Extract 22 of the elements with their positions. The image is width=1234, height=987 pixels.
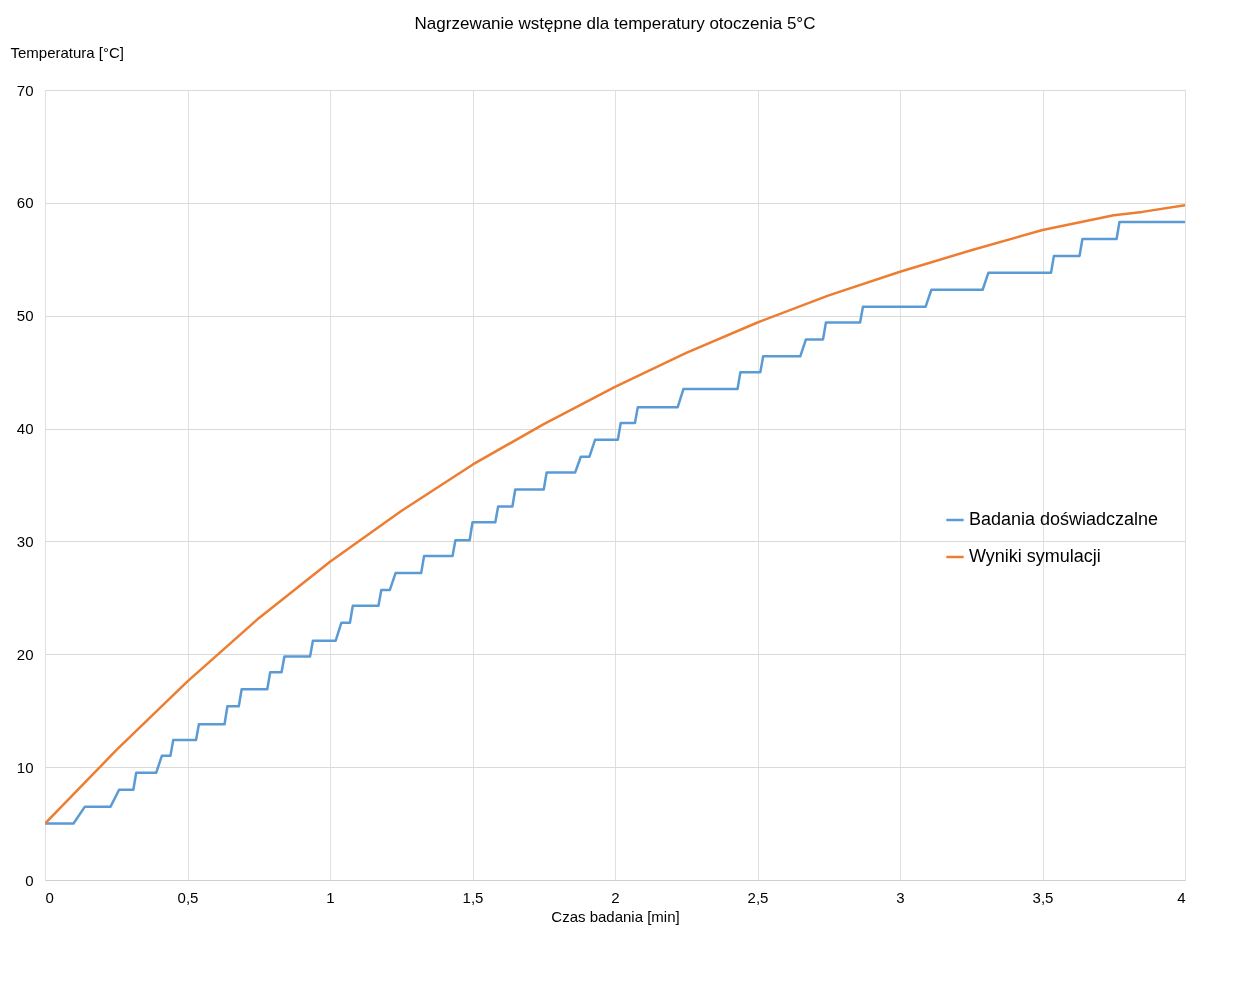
y-tick-label: 70 xyxy=(16,81,34,99)
y-tick-label: 0 xyxy=(25,871,34,889)
legend-label: Badania doświadczalne xyxy=(969,509,1159,529)
x-tick-label: 3 xyxy=(896,888,905,906)
x-tick-label: 3,5 xyxy=(1032,888,1054,906)
y-tick-label: 10 xyxy=(16,758,34,776)
legend-label: Wyniki symulacji xyxy=(969,546,1101,566)
x-tick-label: 2 xyxy=(611,888,620,906)
y-tick-label: 40 xyxy=(16,420,34,438)
y-axis-title: Temperatura [°C] xyxy=(10,43,125,61)
x-tick-label: 0 xyxy=(45,888,54,906)
x-tick-label: 4 xyxy=(1177,888,1186,906)
x-tick-label: 0,5 xyxy=(177,888,199,906)
x-axis-title: Czas badania [min] xyxy=(551,907,680,925)
y-tick-label: 50 xyxy=(16,307,34,325)
y-tick-label: 20 xyxy=(16,645,34,663)
chart-title: Nagrzewanie wstępne dla temperatury otoczenia 5°C xyxy=(414,14,816,33)
x-tick-label: 2,5 xyxy=(747,888,769,906)
y-tick-label: 60 xyxy=(16,194,34,212)
x-tick-label: 1 xyxy=(326,888,335,906)
x-tick-label: 1,5 xyxy=(462,888,484,906)
y-tick-label: 30 xyxy=(16,532,34,550)
